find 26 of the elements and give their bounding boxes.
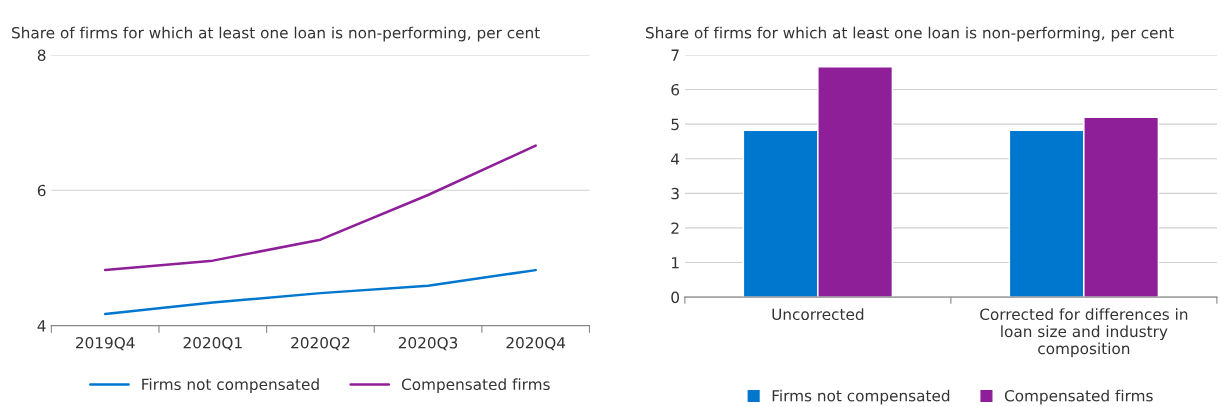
y-tick-label: 5 <box>671 118 679 131</box>
y-tick-label: 4 <box>671 153 680 165</box>
x-tick-label: 2020Q1 <box>183 336 242 351</box>
legend-label: Compensated firms <box>1004 389 1153 405</box>
line-series <box>103 268 537 316</box>
y-tick-label: 6 <box>37 184 46 197</box>
x-tick-label: Uncorrected <box>772 308 864 321</box>
chart-title: Share of firms for which at least one loan is non-performing, per cent <box>645 26 1174 42</box>
x-tick-label: 2020Q2 <box>291 336 350 351</box>
y-tick-label: 8 <box>37 49 46 61</box>
x-tick-label: Corrected for differences in loan size and industry composition <box>980 308 1188 358</box>
chart-title: Share of firms for which at least one loan is non-performing, per cent <box>12 26 540 42</box>
y-tick-label: 6 <box>671 84 680 96</box>
legend-label: Compensated firms <box>401 378 550 394</box>
y-tick-label: 7 <box>671 49 679 61</box>
y-tick-label: 2 <box>671 222 679 234</box>
x-tick-label: 2019Q4 <box>75 336 135 351</box>
legend-label: Firms not compensated <box>772 389 950 405</box>
x-tick-label: 2020Q4 <box>506 336 566 351</box>
line-series <box>103 144 537 272</box>
y-tick-label: 0 <box>671 291 679 304</box>
y-tick-label: 3 <box>671 187 679 200</box>
y-tick-label: 1 <box>671 257 679 269</box>
x-tick-label: 2020Q3 <box>398 336 458 351</box>
y-tick-label: 4 <box>37 320 46 332</box>
legend-label: Firms not compensated <box>142 378 319 394</box>
